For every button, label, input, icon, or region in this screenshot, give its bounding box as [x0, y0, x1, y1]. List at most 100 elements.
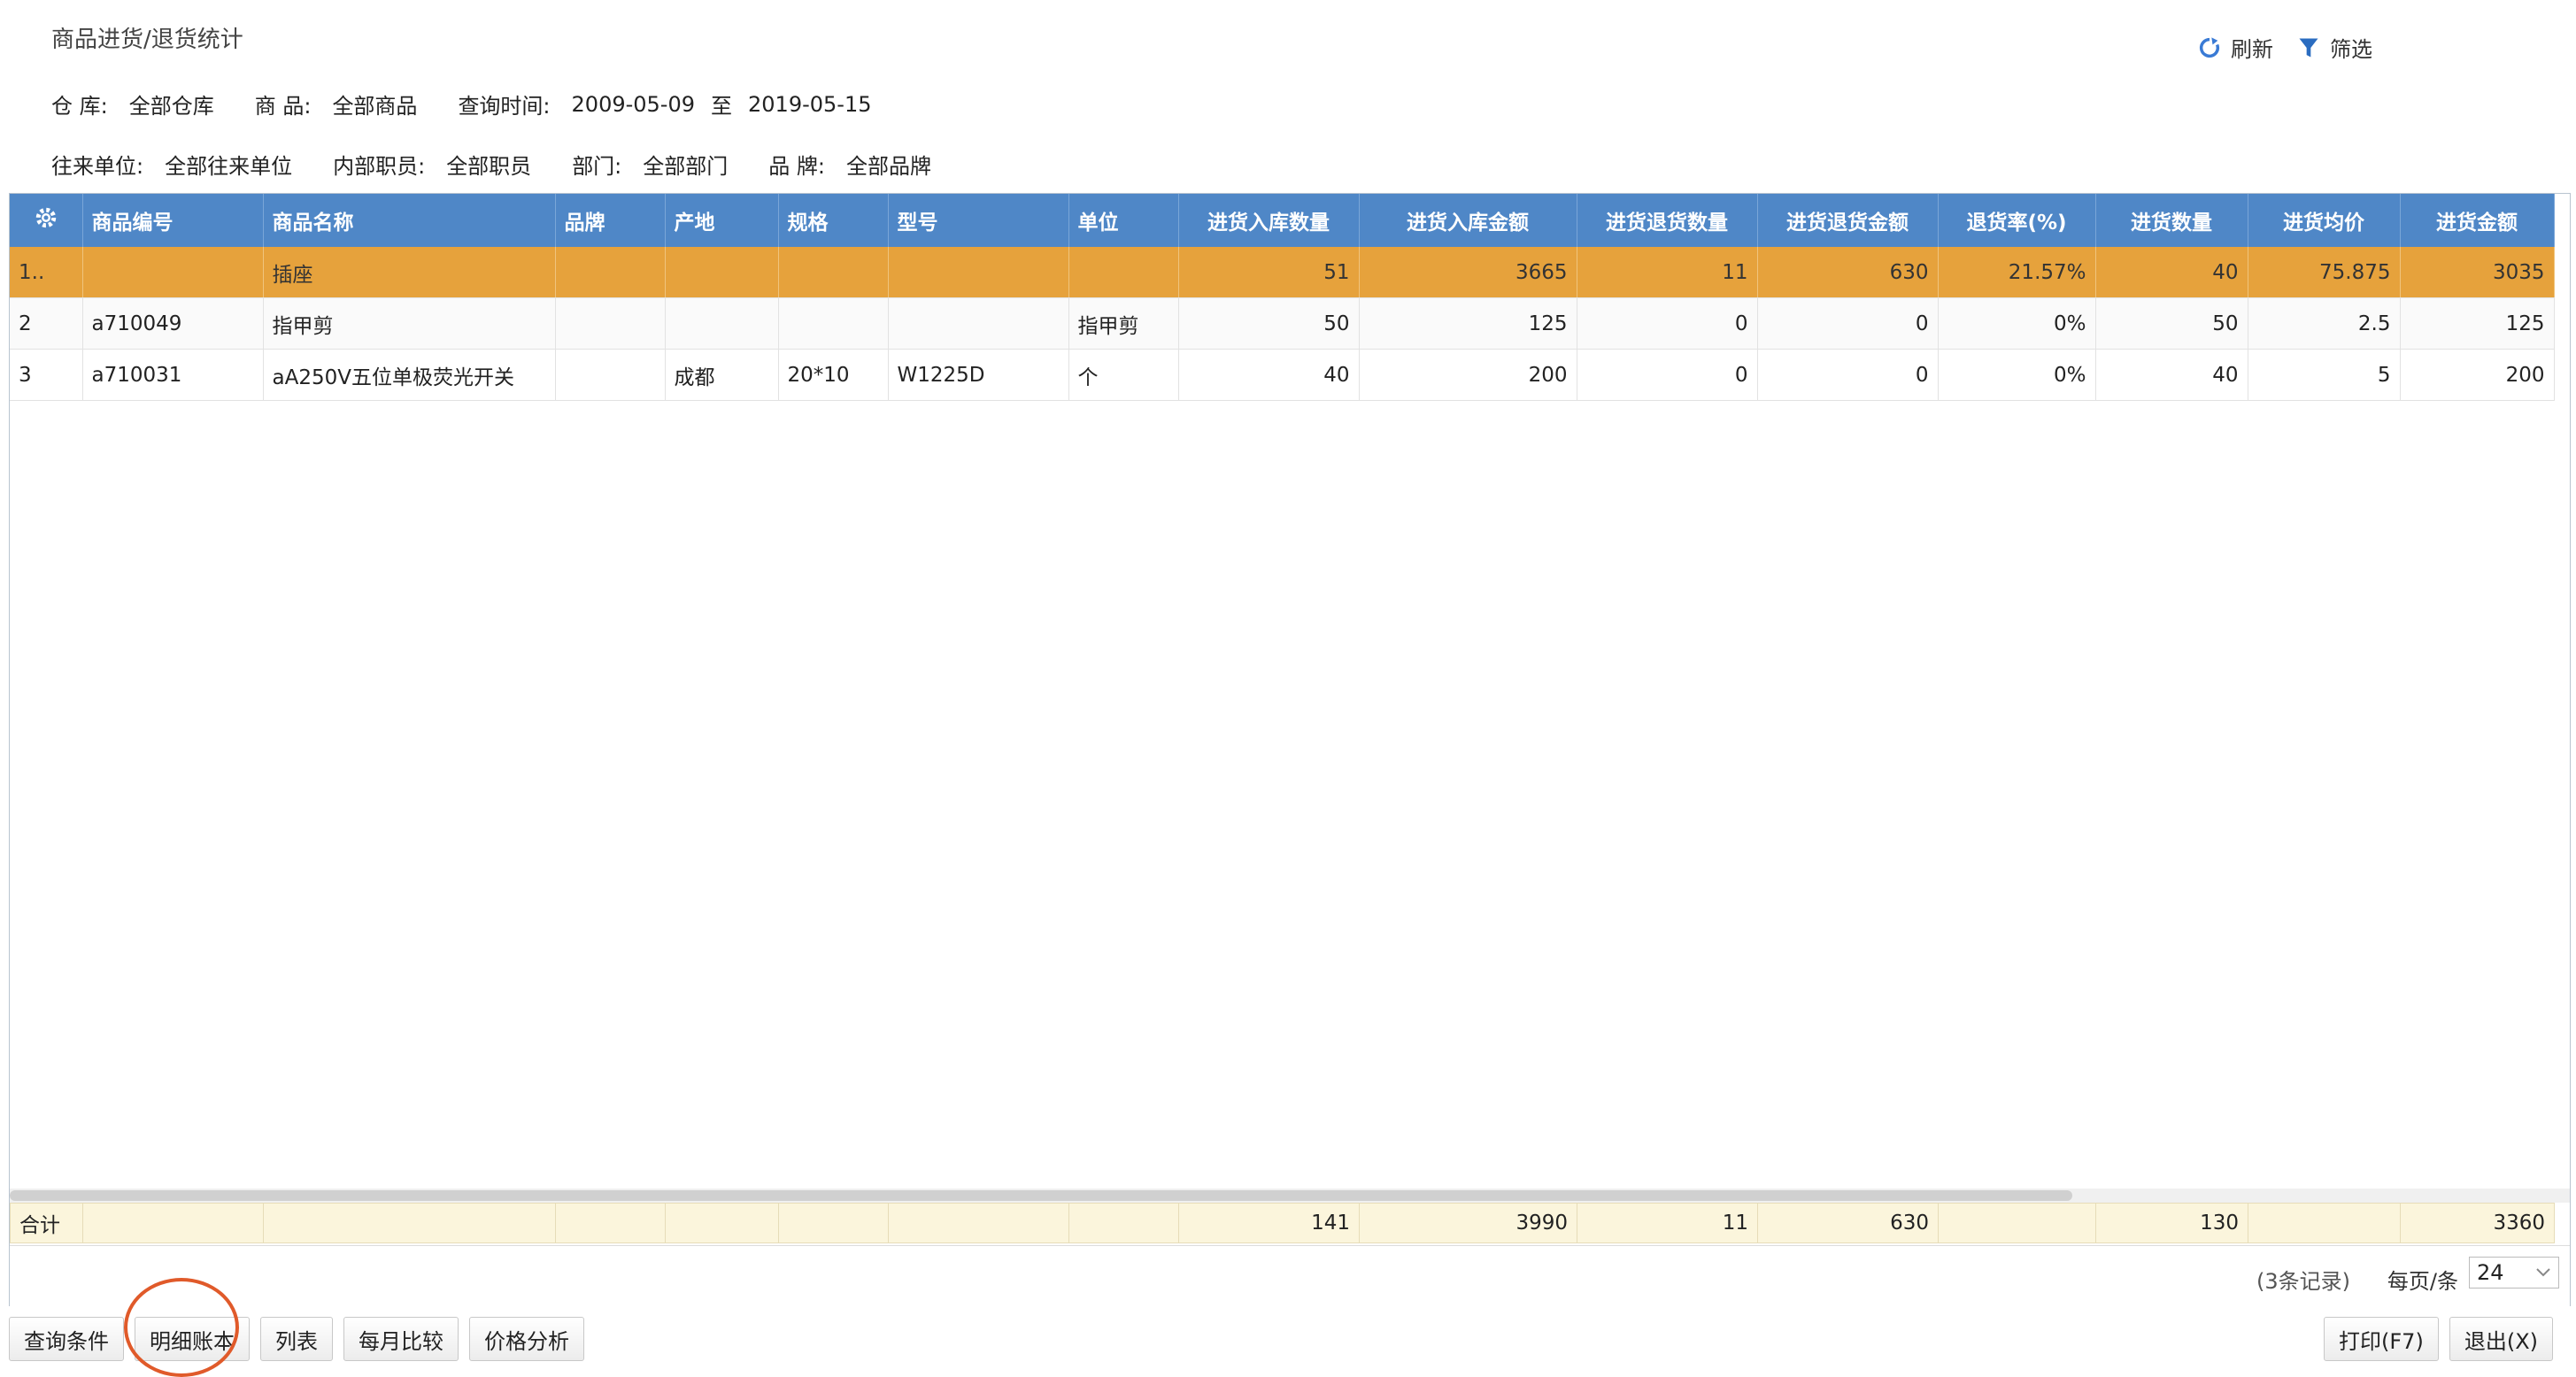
refresh-button[interactable]: 刷新: [2197, 32, 2273, 63]
col-header[interactable]: 退货率(%): [1938, 194, 2096, 247]
per-page-value: 24: [2477, 1260, 2504, 1285]
cell: 3665: [1359, 247, 1577, 298]
total-return-qty: 11: [1577, 1203, 1758, 1243]
filter-button[interactable]: 筛选: [2296, 32, 2372, 63]
totals-cell: [1938, 1203, 2096, 1243]
cell: 40: [2095, 349, 2248, 401]
cell: 指甲剪: [1068, 297, 1179, 350]
total-buy-qty: 130: [2095, 1203, 2248, 1243]
grid-body: 1.. 插座 51 3665 11 630 21.57% 40 75.875 3…: [10, 247, 2555, 401]
filter-line-1: 仓 库: 全部仓库 商 品: 全部商品 查询时间: 2009-05-09 至 2…: [51, 88, 872, 119]
brand-value[interactable]: 全部品牌: [846, 154, 931, 179]
list-button[interactable]: 列表: [260, 1317, 333, 1361]
cell: 11: [1577, 247, 1758, 298]
partner-value[interactable]: 全部往来单位: [165, 154, 293, 179]
date-sep: 至: [711, 94, 733, 119]
cell: 75.875: [2248, 247, 2401, 298]
bottom-toolbar-right: 打印(F7) 退出(X): [2324, 1317, 2553, 1361]
cell: 插座: [263, 247, 556, 298]
cell: 0%: [1938, 349, 2096, 401]
cell: 125: [2400, 297, 2555, 350]
time-label: 查询时间:: [458, 94, 551, 119]
totals-cell: [82, 1203, 264, 1243]
date-to[interactable]: 2019-05-15: [748, 91, 872, 117]
total-return-amount: 630: [1757, 1203, 1939, 1243]
cell: [555, 297, 666, 350]
table-row[interactable]: 1.. 插座 51 3665 11 630 21.57% 40 75.875 3…: [10, 247, 2555, 298]
exit-button[interactable]: 退出(X): [2449, 1317, 2553, 1361]
date-from[interactable]: 2009-05-09: [571, 91, 696, 117]
table-row[interactable]: 3 a710031 aA250V五位单极荧光开关 成都 20*10 W1225D…: [10, 349, 2555, 401]
cell: 0: [1577, 297, 1758, 350]
cell: 指甲剪: [263, 297, 556, 350]
cell: 40: [1178, 349, 1360, 401]
cell: 200: [2400, 349, 2555, 401]
cell: [555, 349, 666, 401]
refresh-icon: [2199, 36, 2220, 58]
print-button[interactable]: 打印(F7): [2324, 1317, 2439, 1361]
cell: [665, 297, 779, 350]
dept-label: 部门:: [572, 154, 622, 179]
col-header[interactable]: 产地: [665, 194, 779, 247]
monthly-compare-button[interactable]: 每月比较: [343, 1317, 459, 1361]
col-header[interactable]: 进货退货金额: [1757, 194, 1939, 247]
staff-value[interactable]: 全部职员: [446, 154, 532, 179]
col-header[interactable]: 进货数量: [2095, 194, 2248, 247]
cell: 50: [2095, 297, 2248, 350]
cell: 20*10: [778, 349, 889, 401]
record-count: (3条记录): [2256, 1269, 2350, 1294]
col-header[interactable]: 品牌: [555, 194, 666, 247]
col-header[interactable]: 规格: [778, 194, 889, 247]
top-actions: 刷新 筛选: [2197, 32, 2372, 63]
cell: aA250V五位单极荧光开关: [263, 349, 556, 401]
filter-line-2: 往来单位: 全部往来单位 内部职员: 全部职员 部门: 全部部门 品 牌: 全部…: [51, 149, 972, 180]
partner-label: 往来单位:: [51, 154, 144, 179]
cell: [82, 247, 264, 298]
price-analysis-button[interactable]: 价格分析: [469, 1317, 584, 1361]
table-row[interactable]: 2 a710049 指甲剪 指甲剪 50 125 0 0 0% 50 2.5 1…: [10, 297, 2555, 350]
total-in-qty: 141: [1178, 1203, 1360, 1243]
total-in-amount: 3990: [1359, 1203, 1577, 1243]
per-page-select[interactable]: 24: [2469, 1257, 2559, 1289]
col-header[interactable]: 进货入库数量: [1178, 194, 1360, 247]
scrollbar-thumb[interactable]: [10, 1190, 2072, 1201]
goods-value[interactable]: 全部商品: [332, 94, 418, 119]
cell: 0: [1757, 349, 1939, 401]
totals-cell: [1068, 1203, 1179, 1243]
cell: [778, 247, 889, 298]
col-header[interactable]: 商品编号: [82, 194, 264, 247]
col-header[interactable]: 进货退货数量: [1577, 194, 1758, 247]
pager: (3条记录) 每页/条 24: [10, 1245, 2570, 1306]
totals-cell: [555, 1203, 666, 1243]
col-header[interactable]: 单位: [1068, 194, 1179, 247]
cell: W1225D: [888, 349, 1069, 401]
totals-label: 合计: [10, 1203, 83, 1243]
grid-settings-button[interactable]: [10, 194, 83, 247]
cell: [665, 247, 779, 298]
row-number: 2: [10, 297, 83, 350]
grid-header: 商品编号 商品名称 品牌 产地 规格 型号 单位 进货入库数量 进货入库金额 进…: [10, 194, 2555, 247]
query-conditions-button[interactable]: 查询条件: [9, 1317, 124, 1361]
cell: 2.5: [2248, 297, 2401, 350]
col-header[interactable]: 进货入库金额: [1359, 194, 1577, 247]
data-grid: 商品编号 商品名称 品牌 产地 规格 型号 单位 进货入库数量 进货入库金额 进…: [9, 193, 2571, 1306]
totals-cell: [263, 1203, 556, 1243]
cell: 125: [1359, 297, 1577, 350]
cell: 21.57%: [1938, 247, 2096, 298]
col-header[interactable]: 进货均价: [2248, 194, 2401, 247]
cell: 40: [2095, 247, 2248, 298]
col-header[interactable]: 商品名称: [263, 194, 556, 247]
detail-ledger-button[interactable]: 明细账本: [135, 1317, 250, 1361]
row-number: 3: [10, 349, 83, 401]
goods-label: 商 品:: [254, 94, 312, 119]
cell: [778, 297, 889, 350]
col-header[interactable]: 型号: [888, 194, 1069, 247]
col-header[interactable]: 进货金额: [2400, 194, 2555, 247]
cell: 0%: [1938, 297, 2096, 350]
cell: 5: [2248, 349, 2401, 401]
funnel-icon: [2299, 38, 2318, 57]
cell: a710049: [82, 297, 264, 350]
dept-value[interactable]: 全部部门: [643, 154, 729, 179]
horizontal-scrollbar[interactable]: [10, 1189, 2570, 1203]
warehouse-value[interactable]: 全部仓库: [128, 94, 214, 119]
